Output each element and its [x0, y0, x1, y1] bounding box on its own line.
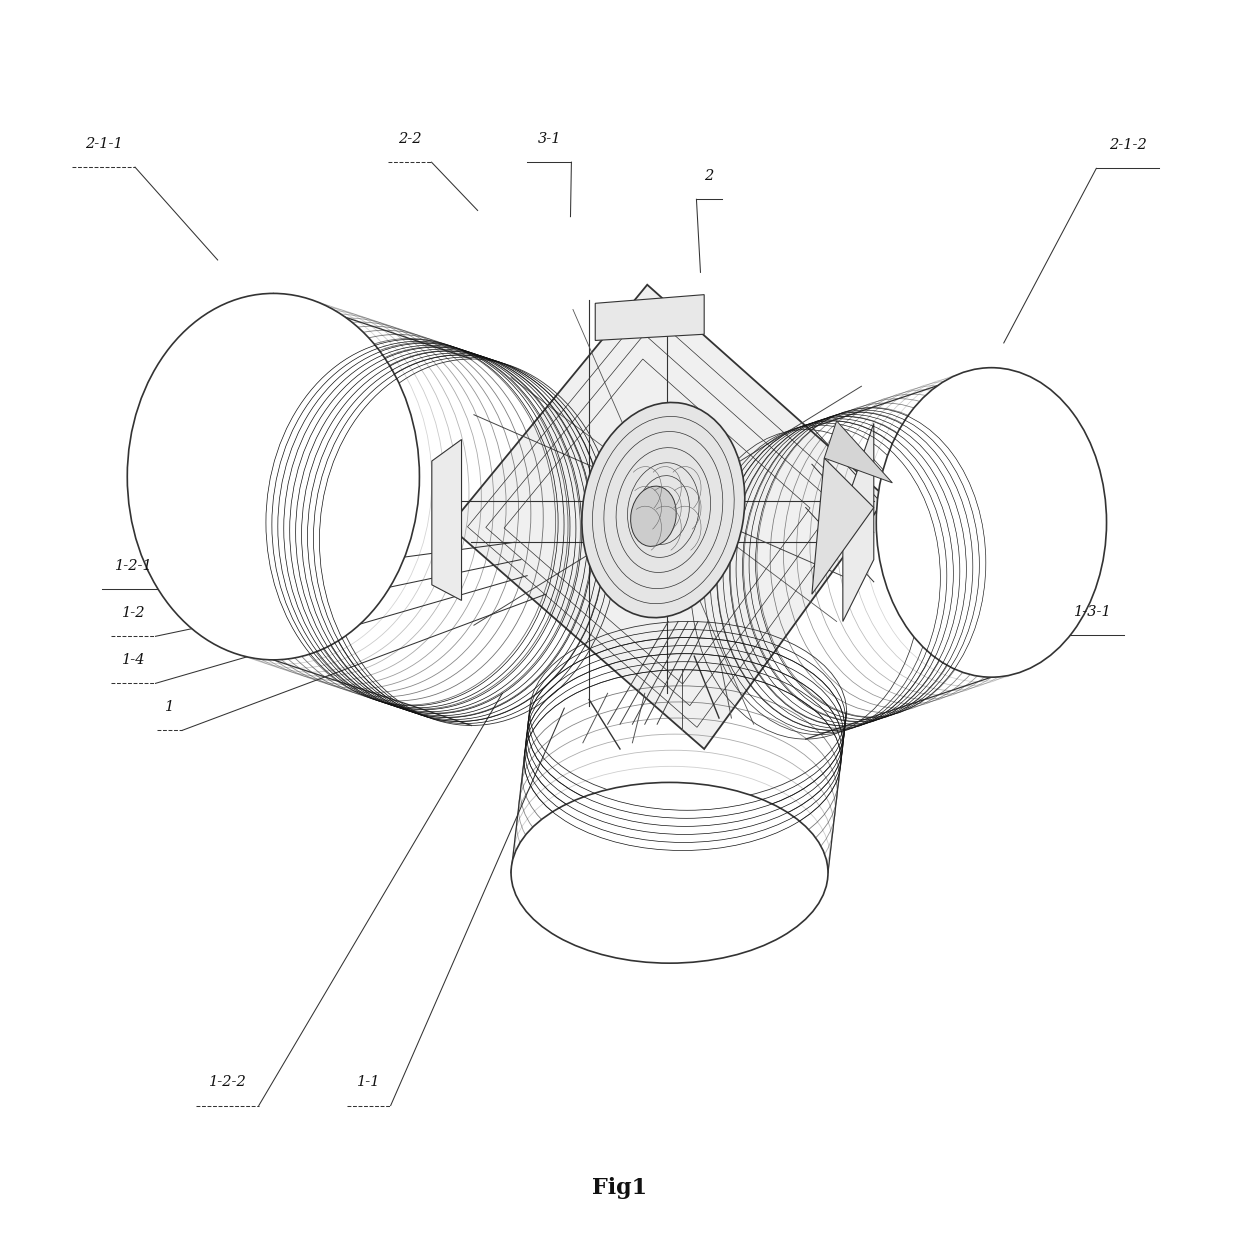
Text: 1-3-1: 1-3-1 [1074, 605, 1112, 619]
Text: 1-2-1: 1-2-1 [114, 560, 153, 573]
Polygon shape [449, 285, 887, 749]
Text: 1-2-2: 1-2-2 [208, 1076, 247, 1089]
Text: 2-2: 2-2 [398, 132, 422, 146]
Polygon shape [843, 423, 874, 621]
Polygon shape [595, 295, 704, 340]
Ellipse shape [511, 782, 828, 963]
Text: 1: 1 [165, 701, 174, 714]
Text: 2: 2 [704, 170, 714, 183]
Polygon shape [812, 458, 874, 594]
Text: Fig1: Fig1 [593, 1177, 647, 1200]
Text: 3-1: 3-1 [538, 132, 562, 146]
Polygon shape [432, 439, 461, 600]
Text: 1-1: 1-1 [357, 1076, 381, 1089]
Ellipse shape [631, 487, 676, 546]
Text: 1-2: 1-2 [122, 607, 145, 620]
Text: 2-1-2: 2-1-2 [1109, 139, 1147, 152]
Polygon shape [825, 421, 893, 483]
Text: 2-1-1: 2-1-1 [84, 137, 123, 151]
Ellipse shape [128, 293, 419, 660]
Text: 1-4: 1-4 [122, 654, 145, 667]
Ellipse shape [877, 368, 1106, 677]
Ellipse shape [582, 402, 745, 618]
